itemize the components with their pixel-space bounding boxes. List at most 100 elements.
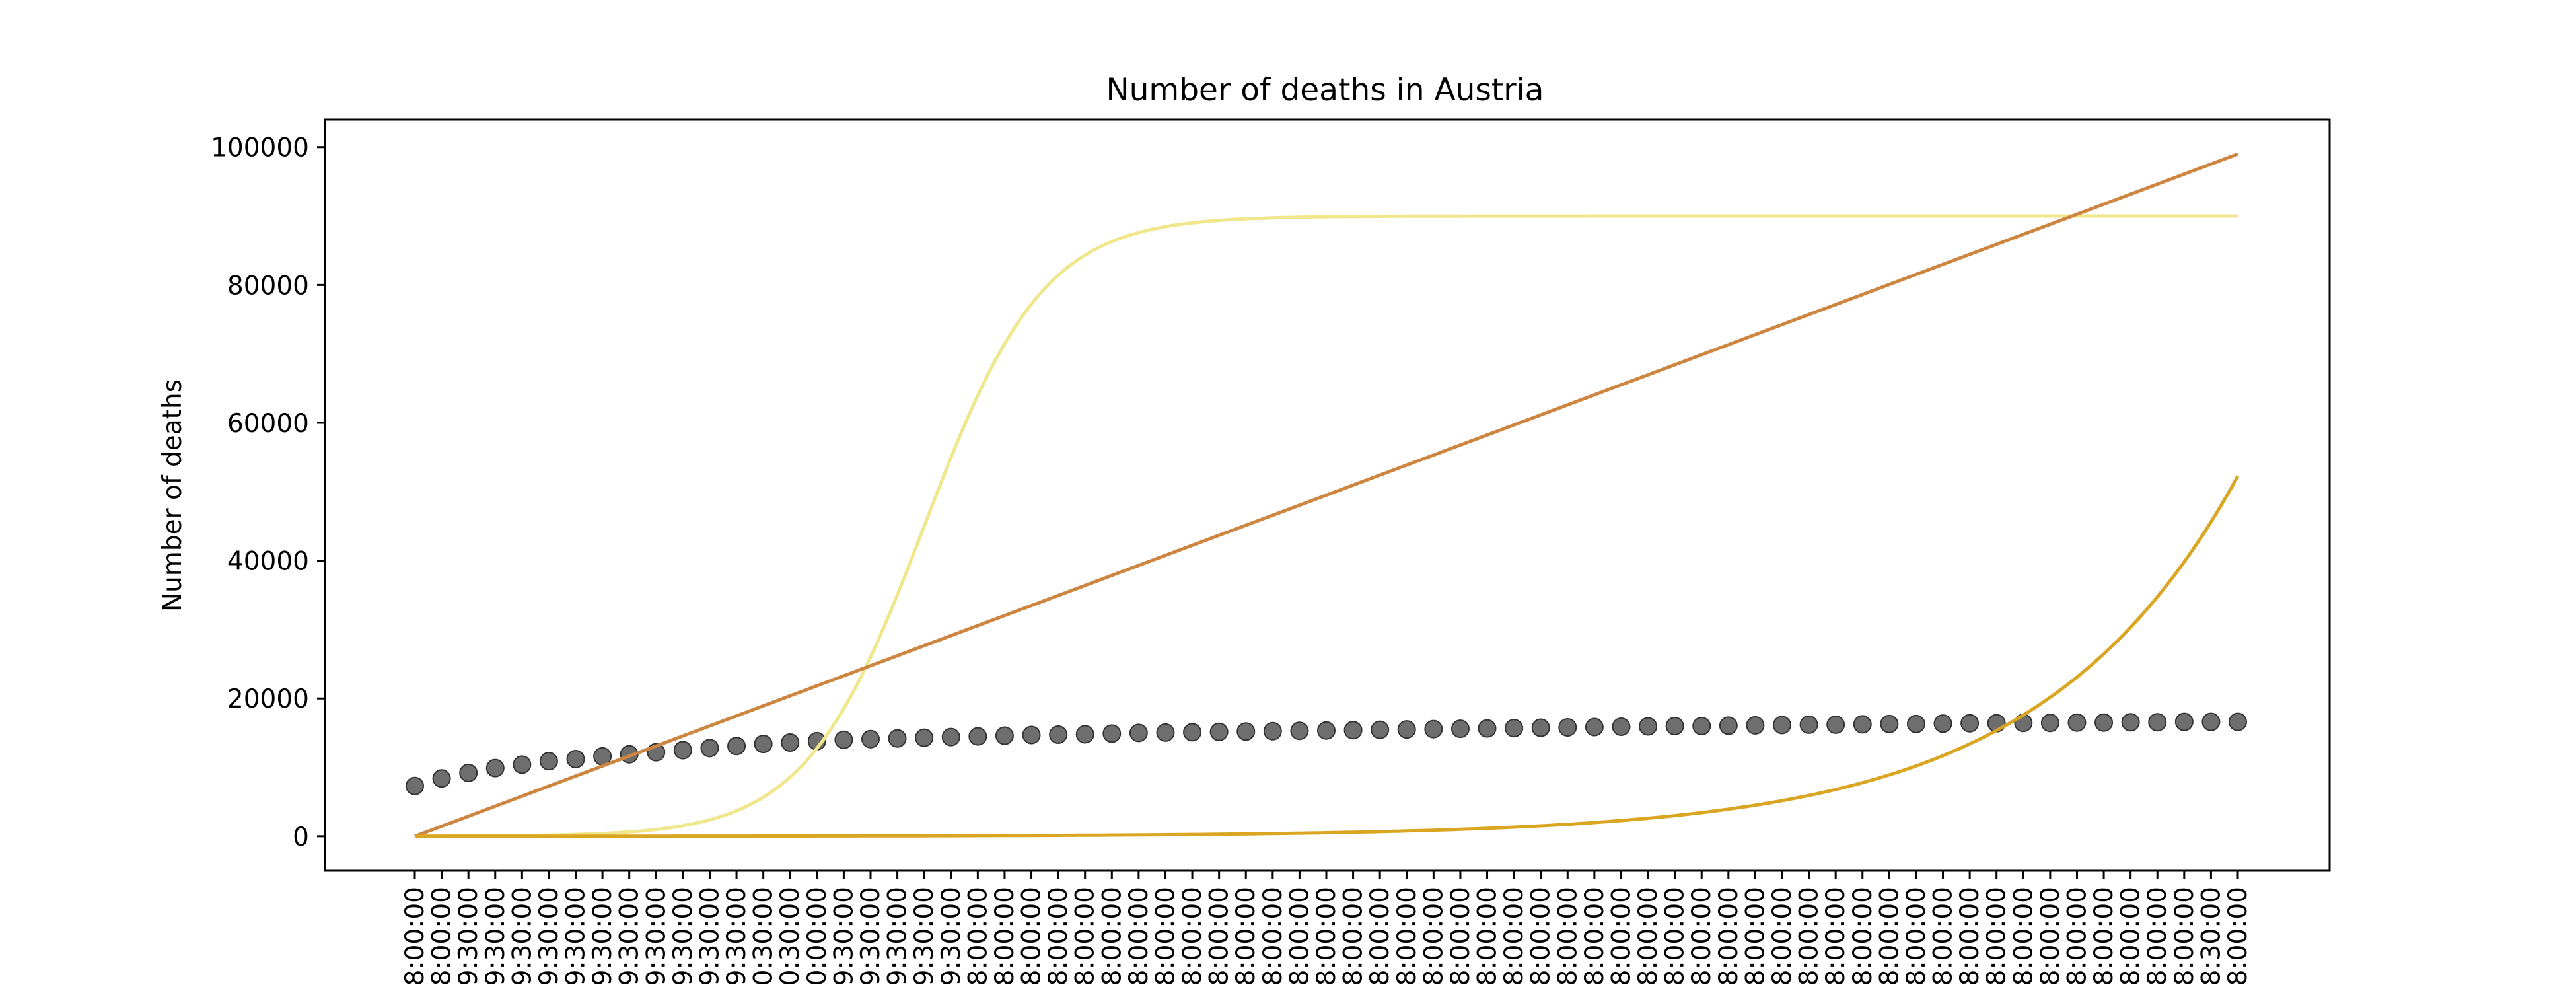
x-tick-label: 9:30:00 (561, 887, 591, 986)
data-point (1236, 722, 1256, 741)
data-point (1183, 723, 1202, 742)
data-point (1022, 725, 1041, 745)
x-tick-label: 8:00:00 (1740, 887, 1770, 986)
data-point (1424, 719, 1443, 739)
x-tick-label: 8:00:00 (1875, 887, 1904, 986)
x-tick-label: 8:00:00 (1714, 887, 1744, 986)
data-point (459, 763, 478, 782)
y-tick-label: 80000 (227, 271, 309, 301)
data-point (1853, 715, 1872, 734)
x-tick-label: 8:00:00 (1339, 887, 1369, 986)
y-axis-label: Number of deaths (158, 379, 188, 612)
data-point (1826, 715, 1845, 734)
x-tick-label: 8:00:00 (1526, 887, 1556, 986)
data-point (1639, 717, 1658, 736)
x-tick-label: 9:30:00 (883, 887, 913, 986)
data-point (1371, 720, 1390, 739)
x-tick-label: 8:00:00 (1285, 887, 1314, 986)
data-point (1692, 716, 1711, 735)
x-tick-label: 9:30:00 (695, 887, 725, 986)
x-tick-label: 8:00:00 (1661, 887, 1690, 986)
x-tick-label: 9:30:00 (641, 887, 671, 986)
x-tick-label: 8:00:00 (2116, 887, 2146, 986)
data-point (1049, 725, 1068, 744)
data-point (1719, 716, 1738, 735)
y-tick-label: 60000 (227, 409, 309, 439)
data-point (727, 737, 746, 756)
series-line-logistic (414, 214, 2238, 838)
data-point (1263, 721, 1282, 741)
x-tick-label: 8:00:00 (1124, 887, 1154, 986)
data-point (1585, 717, 1604, 737)
y-axis: 0 20000 40000 60000 80000 100000 (211, 133, 325, 852)
data-point (1317, 721, 1336, 740)
x-tick-label: 8:00:00 (1687, 887, 1717, 986)
data-point (513, 755, 532, 774)
data-point (1478, 719, 1497, 738)
data-point (968, 727, 987, 746)
data-point (2040, 714, 2059, 733)
x-tick-label: 8:00:00 (1205, 887, 1234, 986)
data-point (2229, 712, 2247, 731)
data-point (566, 750, 585, 769)
data-point (915, 728, 934, 747)
data-point (2201, 712, 2221, 731)
y-tick-label: 100000 (211, 133, 309, 163)
data-point (941, 727, 960, 747)
data-point (1075, 725, 1094, 744)
data-point (485, 758, 505, 778)
x-tick-label: 8:00:00 (1580, 887, 1610, 986)
x-tick-label: 0:00:00 (803, 887, 832, 986)
x-tick-label: 8:00:00 (1071, 887, 1100, 986)
data-point (1505, 719, 1524, 738)
data-point (432, 769, 451, 788)
x-tick-label: 9:30:00 (481, 887, 511, 986)
x-tick-label: 8:00:00 (2009, 887, 2038, 986)
data-point (2121, 713, 2140, 732)
x-tick-label: 8:00:00 (1044, 887, 1073, 986)
x-tick-label: 8:00:00 (1982, 887, 2012, 986)
data-point (1129, 723, 1148, 743)
x-axis: 8:00:008:00:009:30:009:30:009:30:009:30:… (400, 871, 2253, 986)
x-tick-label: 8:00:00 (1473, 887, 1503, 986)
x-tick-label: 8:00:00 (1795, 887, 1824, 986)
x-tick-label: 8:00:00 (1446, 887, 1476, 986)
x-tick-label: 8:00:00 (1955, 887, 1985, 986)
x-tick-label: 8:00:00 (1553, 887, 1583, 986)
x-tick-label: 8:30:00 (2196, 887, 2226, 986)
x-tick-label: 8:00:00 (1768, 887, 1797, 986)
data-point (2094, 713, 2114, 732)
series-line-linear (414, 152, 2238, 838)
data-point (1773, 716, 1791, 735)
plot-area (406, 152, 2247, 838)
x-tick-label: 8:00:00 (990, 887, 1020, 986)
x-tick-label: 9:30:00 (829, 887, 859, 986)
data-point (861, 729, 880, 749)
y-tick-label: 0 (293, 823, 309, 852)
x-tick-label: 8:00:00 (1929, 887, 1958, 986)
x-tick-label: 8:00:00 (2089, 887, 2119, 986)
data-point (539, 752, 558, 771)
data-point (1665, 716, 1684, 735)
data-point (406, 776, 424, 795)
data-point (673, 741, 692, 760)
data-point (2067, 713, 2087, 732)
x-tick-label: 9:30:00 (615, 887, 645, 986)
data-point (1880, 714, 1899, 733)
x-tick-label: 9:30:00 (910, 887, 939, 986)
x-tick-label: 8:00:00 (1097, 887, 1127, 986)
data-point (1450, 719, 1470, 739)
data-point (834, 730, 853, 749)
data-point (754, 735, 773, 754)
x-tick-label: 8:00:00 (963, 887, 993, 986)
data-point (1799, 715, 1818, 734)
x-tick-label: 8:00:00 (2036, 887, 2065, 986)
data-point (1933, 714, 1952, 733)
data-point (1531, 718, 1550, 737)
x-tick-label: 0:30:00 (749, 887, 779, 986)
x-tick-label: 8:00:00 (1151, 887, 1180, 986)
x-tick-label: 9:30:00 (937, 887, 966, 986)
data-point (1156, 723, 1175, 742)
data-point (781, 733, 800, 752)
x-tick-label: 8:00:00 (1312, 887, 1342, 986)
